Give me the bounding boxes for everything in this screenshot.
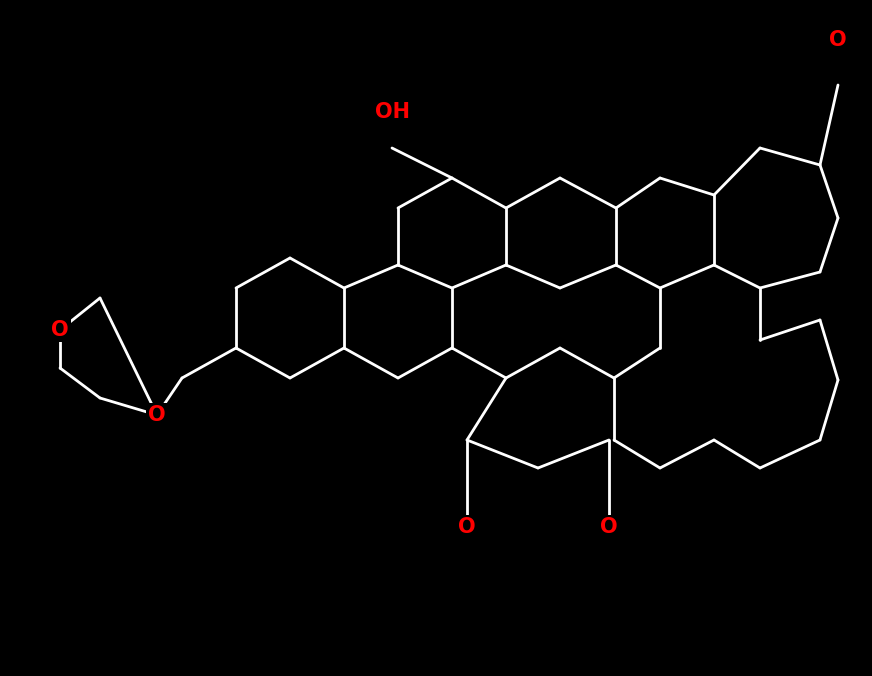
Text: O: O [148,405,166,425]
Text: O: O [600,517,618,537]
Text: O: O [829,30,847,50]
Text: OH: OH [374,102,410,122]
Text: O: O [51,320,69,340]
Text: O: O [458,517,476,537]
